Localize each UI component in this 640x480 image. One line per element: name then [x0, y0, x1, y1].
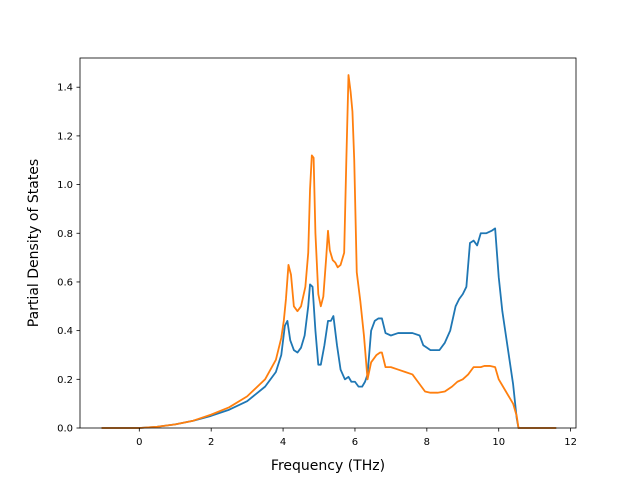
y-tick-label: 0.0 [57, 424, 73, 435]
y-tick-label: 0.6 [57, 277, 73, 288]
x-axis-label: Frequency (THz) [271, 458, 385, 474]
y-axis-label: Partial Density of States [26, 159, 42, 327]
x-tick-label: 12 [564, 437, 577, 448]
ticks-layer: 0 2 4 6 8 10 12 0.0 0.2 0.4 0.6 0.8 1.0 1.2 1.4 [57, 83, 577, 448]
y-tick-label: 0.8 [57, 229, 73, 240]
y-tick-label: 1.0 [57, 180, 73, 191]
x-tick-label: 10 [492, 437, 505, 448]
series-line-2 [101, 74, 557, 429]
y-tick-label: 0.4 [57, 326, 73, 337]
y-tick-label: 0.2 [57, 375, 73, 386]
series-line-1 [101, 227, 557, 429]
x-tick-label: 6 [352, 437, 358, 448]
series-layer [101, 74, 557, 429]
axes-frame [79, 57, 577, 429]
x-tick-label: 8 [424, 437, 430, 448]
x-tick-label: 2 [208, 437, 214, 448]
y-tick-label: 1.4 [57, 83, 73, 94]
y-tick-label: 1.2 [57, 131, 73, 142]
x-tick-label: 0 [136, 437, 142, 448]
x-tick-label: 4 [280, 437, 286, 448]
